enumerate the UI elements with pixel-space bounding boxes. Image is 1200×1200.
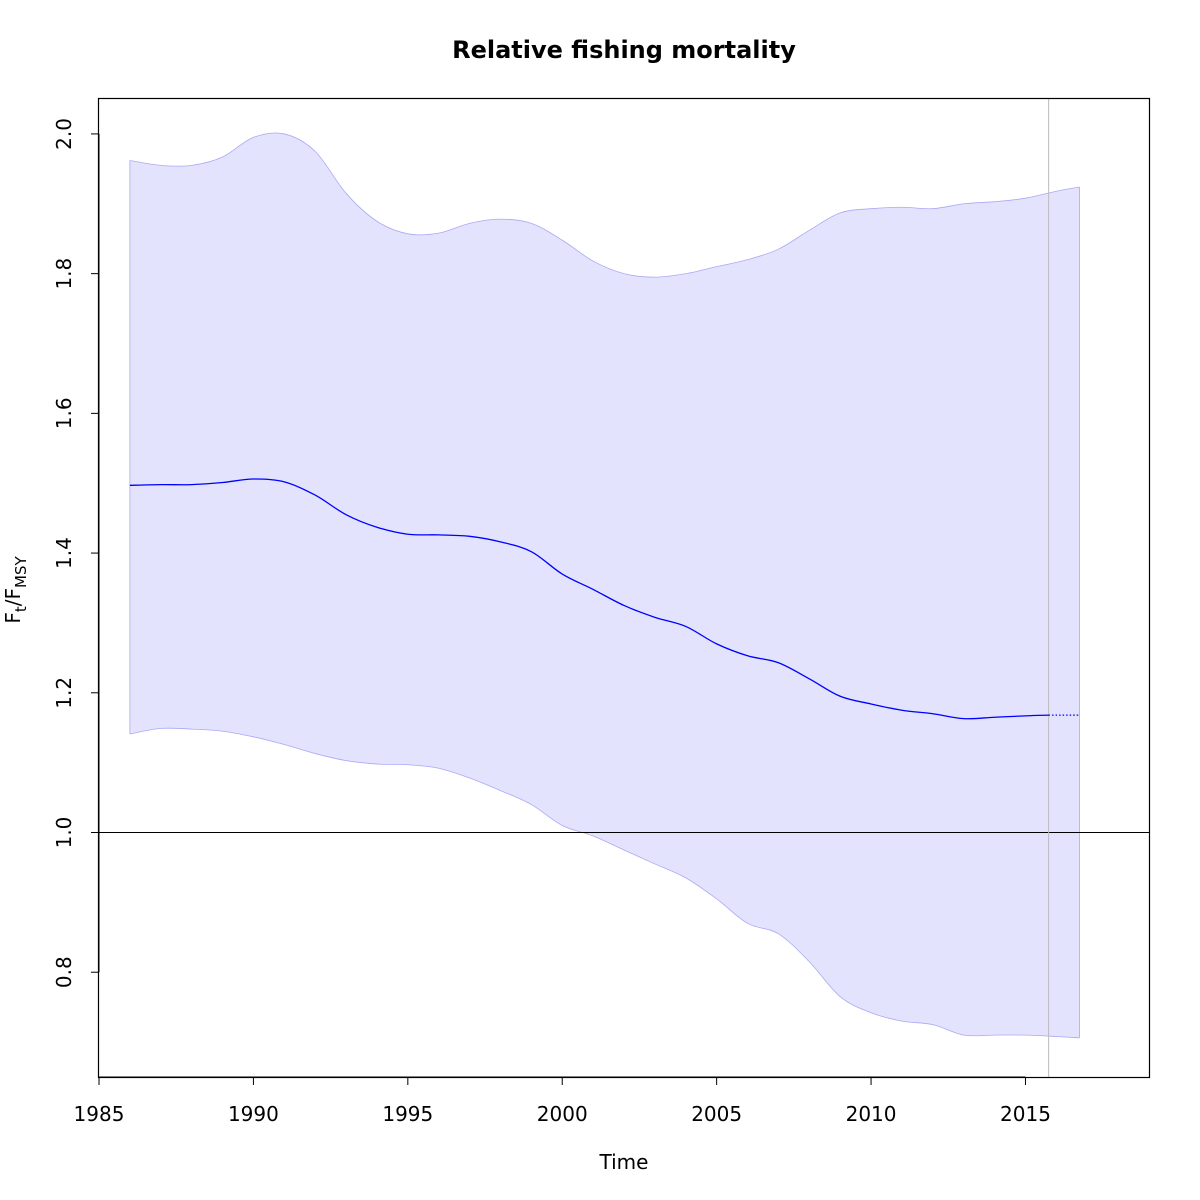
x-tick-label: 1990 — [228, 1102, 279, 1126]
y-label-sep: /F — [1, 588, 25, 606]
y-tick-label: 2.0 — [52, 118, 76, 150]
y-tick-label: 1.2 — [52, 677, 76, 709]
x-tick-label: 1995 — [382, 1102, 433, 1126]
y-tick-label: 1.8 — [52, 258, 76, 290]
y-tick-label: 1.0 — [52, 817, 76, 849]
y-tick-label: 1.4 — [52, 537, 76, 569]
y-axis-label: Ft/FMSY — [1, 556, 30, 624]
y-label-sub1: t — [12, 606, 30, 612]
confidence-band — [129, 132, 1080, 1038]
band-lower-edge — [129, 727, 1080, 1039]
estimate-line — [129, 478, 1049, 720]
x-tick-label: 2015 — [1000, 1102, 1051, 1126]
x-tick-label: 1985 — [74, 1102, 125, 1126]
x-tick-label: 2000 — [537, 1102, 588, 1126]
y-label-main: F — [1, 612, 25, 624]
confidence-band-layer — [129, 132, 1080, 1039]
x-tick-label: 2010 — [846, 1102, 897, 1126]
reference-layer — [99, 99, 1149, 1077]
band-upper-edge — [129, 132, 1080, 278]
y-axis: 0.8 1.0 1.2 1.4 1.6 1.8 2.0 — [52, 118, 100, 988]
y-label-sub2: MSY — [12, 556, 30, 588]
y-tick-label: 1.6 — [52, 397, 76, 429]
x-tick-label: 2005 — [691, 1102, 742, 1126]
series-layer — [129, 478, 1080, 720]
x-axis-label: Time — [599, 1150, 649, 1174]
x-axis: 1985 1990 1995 2000 2005 2010 2015 — [74, 1076, 1051, 1126]
chart-title: Relative fishing mortality — [452, 36, 796, 64]
y-tick-label: 0.8 — [52, 956, 76, 988]
